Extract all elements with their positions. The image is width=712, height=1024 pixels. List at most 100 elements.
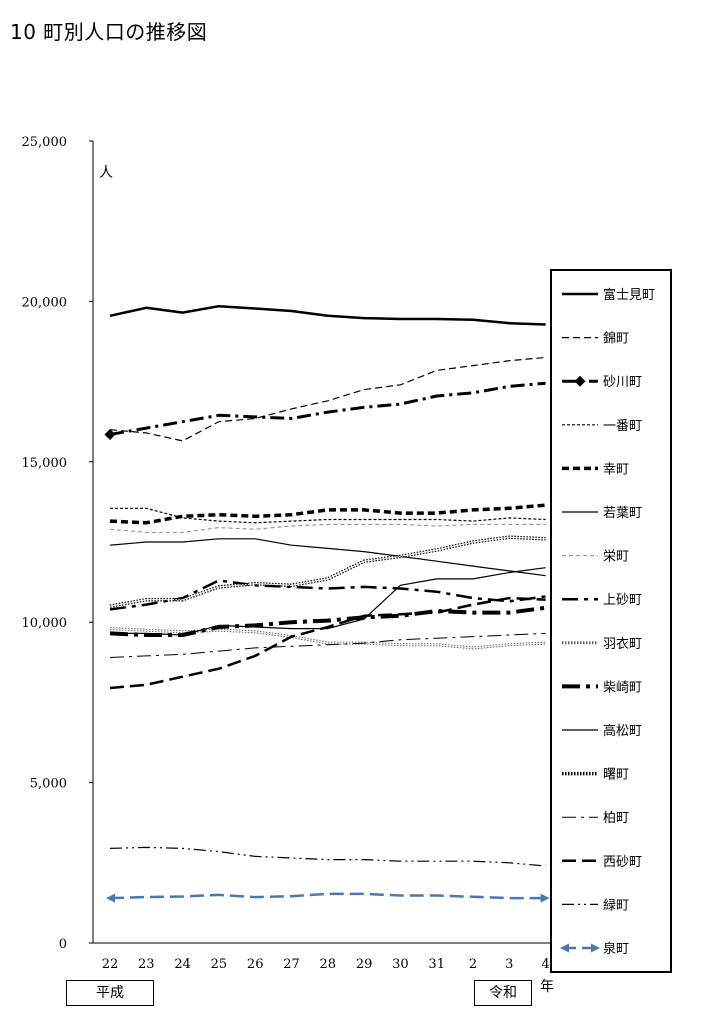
legend-marker xyxy=(574,375,586,387)
series-line xyxy=(109,892,546,900)
era-label-reiwa: 令和 xyxy=(474,980,532,1006)
y-tick-label: 25,000 xyxy=(22,135,68,150)
legend-item: 若葉町 xyxy=(562,505,642,521)
legend-item: 緑町 xyxy=(562,898,629,913)
series-柴崎町 xyxy=(109,605,546,637)
legend-item: 柏町 xyxy=(562,811,629,826)
series-幸町 xyxy=(109,503,546,525)
x-tick-label: 3 xyxy=(505,957,513,972)
x-tick-label: 23 xyxy=(138,957,155,972)
series-line xyxy=(109,304,546,326)
series-line xyxy=(109,605,546,637)
legend-label: 一番町 xyxy=(603,419,642,434)
series-line xyxy=(109,538,546,577)
series-泉町 xyxy=(106,892,550,903)
y-tick-label: 20,000 xyxy=(22,295,68,310)
legend-label: 緑町 xyxy=(603,898,629,913)
x-tick-label: 22 xyxy=(102,957,119,972)
series-line xyxy=(109,535,546,608)
legend-arrow-start xyxy=(560,943,569,953)
series-line xyxy=(109,381,546,436)
y-axis-unit-label: 人 xyxy=(99,165,113,181)
legend-item: 柴崎町 xyxy=(562,680,642,695)
legend-label: 幸町 xyxy=(603,462,629,477)
legend-label: 錦町 xyxy=(603,331,629,347)
legend-item: 羽衣町 xyxy=(562,636,642,652)
series-line-inner xyxy=(109,536,546,607)
legend-item: 一番町 xyxy=(562,419,642,434)
legend-item: 砂川町 xyxy=(562,375,642,390)
series-line xyxy=(109,632,546,658)
legend-label: 柴崎町 xyxy=(603,680,642,695)
series-柏町 xyxy=(109,632,546,658)
legend-box xyxy=(550,269,672,973)
legend-item: 高松町 xyxy=(562,723,642,739)
series-西砂町 xyxy=(109,596,546,690)
legend-label: 高松町 xyxy=(603,723,642,739)
legend-item: 幸町 xyxy=(562,462,629,477)
series-line xyxy=(109,579,546,611)
x-axis-year-unit: 年 xyxy=(540,979,554,995)
x-tick-label: 25 xyxy=(211,957,228,972)
legend-label: 西砂町 xyxy=(603,855,642,870)
series-arrow-end xyxy=(540,893,550,903)
legend-label: 上砂町 xyxy=(603,593,642,608)
x-tick-label: 2 xyxy=(469,957,477,972)
series-line xyxy=(109,596,546,690)
series-栄町 xyxy=(109,523,546,533)
series-富士見町 xyxy=(109,304,546,326)
series-line xyxy=(110,567,546,636)
series-曙町 xyxy=(109,535,546,608)
series-line xyxy=(109,503,546,525)
series-上砂町 xyxy=(109,579,546,611)
legend-label: 若葉町 xyxy=(603,505,642,521)
legend-label: 栄町 xyxy=(603,550,629,565)
legend-arrow-end xyxy=(591,943,600,953)
x-tick-label: 4 xyxy=(541,957,549,972)
series-若葉町 xyxy=(109,538,546,577)
series-line xyxy=(109,356,546,442)
x-tick-label: 28 xyxy=(320,957,337,972)
era-label-heisei: 平成 xyxy=(66,980,154,1006)
y-tick-label: 5,000 xyxy=(30,777,67,792)
series-line-inner xyxy=(109,628,546,649)
series-錦町 xyxy=(109,356,546,442)
legend-item: 錦町 xyxy=(562,331,629,347)
legend-label: 曙町 xyxy=(603,768,629,783)
legend-item: 富士見町 xyxy=(562,287,655,303)
legend-item: 上砂町 xyxy=(562,593,642,608)
series-line xyxy=(109,523,546,533)
series-line xyxy=(110,507,546,524)
x-tick-label: 29 xyxy=(356,957,373,972)
y-tick-label: 0 xyxy=(59,937,67,952)
legend-label: 羽衣町 xyxy=(603,636,642,652)
series-line xyxy=(109,846,546,867)
legend-label: 泉町 xyxy=(603,941,629,957)
series-lines xyxy=(104,304,550,903)
page-title: 10 町別人口の推移図 xyxy=(10,20,208,44)
x-tick-label: 26 xyxy=(247,957,264,972)
x-tick-label: 27 xyxy=(283,957,300,972)
legend-label: 柏町 xyxy=(603,811,629,826)
series-砂川町 xyxy=(104,381,546,441)
series-高松町 xyxy=(110,567,546,636)
x-tick-label: 30 xyxy=(392,957,409,972)
y-tick-label: 15,000 xyxy=(22,456,68,471)
y-tick-label: 10,000 xyxy=(22,616,68,631)
legend-item: 曙町 xyxy=(562,768,629,783)
legend-label: 富士見町 xyxy=(603,287,655,303)
legend: 富士見町錦町砂川町一番町幸町若葉町栄町上砂町羽衣町柴崎町高松町曙町柏町西砂町緑町… xyxy=(550,269,672,973)
x-tick-label: 31 xyxy=(428,957,445,972)
series-羽衣町 xyxy=(109,627,546,650)
legend-label: 砂川町 xyxy=(603,375,642,390)
series-marker xyxy=(104,429,116,441)
series-一番町 xyxy=(110,507,546,524)
series-緑町 xyxy=(109,846,546,867)
legend-item: 栄町 xyxy=(562,550,629,565)
legend-item: 泉町 xyxy=(560,941,629,957)
series-arrow-start xyxy=(106,893,115,903)
legend-item: 西砂町 xyxy=(562,855,642,870)
x-tick-label: 24 xyxy=(174,957,191,972)
